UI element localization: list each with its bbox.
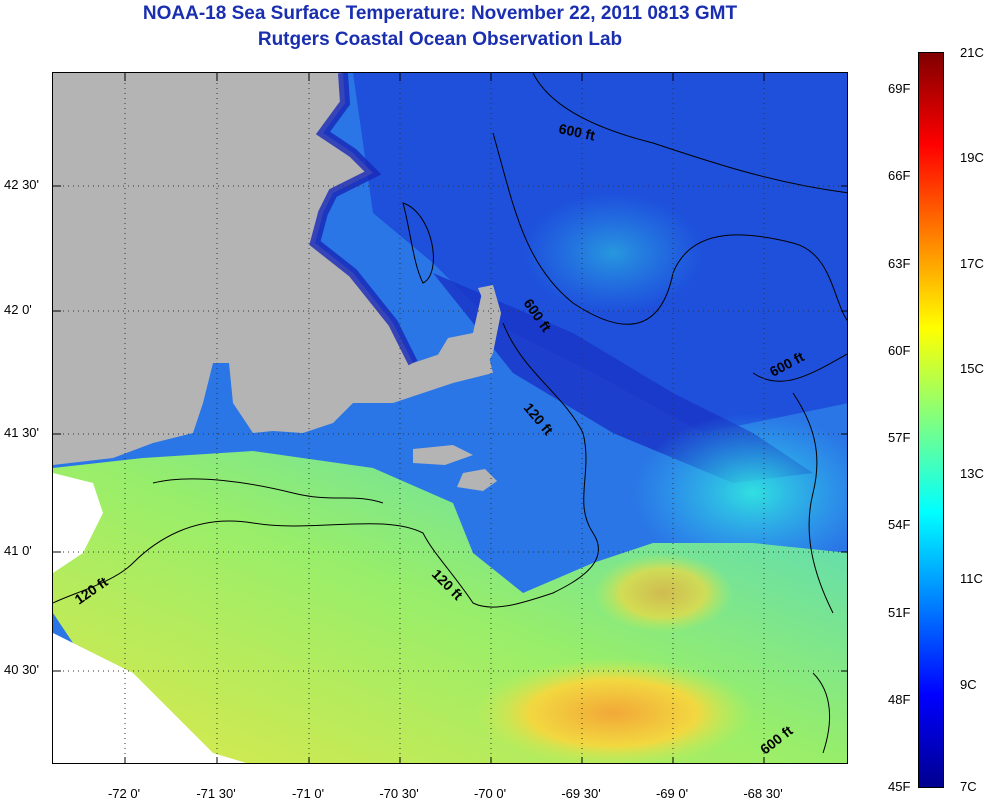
lat-label: 42 30' (4, 177, 40, 192)
colorbar-label-f: 51F (888, 605, 911, 620)
lat-label: 40 30' (4, 662, 40, 677)
lon-label: -70 0' (473, 786, 507, 801)
colorbar-label-f: 66F (888, 168, 911, 183)
map-title: NOAA-18 Sea Surface Temperature: Novembe… (142, 3, 738, 24)
land-new-england (53, 73, 493, 465)
sst-map: 600 ft 600 ft 600 ft 120 ft 120 ft 120 f… (52, 72, 848, 764)
colorbar-label-f: 48F (888, 692, 911, 707)
colorbar-label-c: 19C (960, 150, 984, 165)
colorbar-label-c: 17C (960, 256, 984, 271)
lat-label: 41 30' (4, 425, 40, 440)
colorbar-label-f: 63F (888, 256, 911, 271)
colorbar-label-c: 13C (960, 466, 984, 481)
no-data-long-island (53, 473, 103, 573)
land-marthas-vineyard (413, 445, 473, 465)
colorbar-label-c: 7C (960, 779, 977, 794)
lon-label: -69 0' (655, 786, 689, 801)
land-cape-cod (413, 285, 501, 385)
colorbar-label-f: 57F (888, 430, 911, 445)
colorbar-label-f: 54F (888, 517, 911, 532)
lon-label: -71 0' (291, 786, 325, 801)
lon-label: -72 0' (107, 786, 141, 801)
warm-core-east (593, 553, 733, 633)
cyan-patch-north (523, 193, 703, 313)
no-data-region (53, 633, 247, 763)
lon-label: -69 30' (561, 786, 601, 801)
lon-label: -68 30' (743, 786, 783, 801)
colorbar-label-c: 9C (960, 677, 977, 692)
colorbar-label-c: 11C (960, 571, 983, 586)
sst-map-graphic: 600 ft 600 ft 600 ft 120 ft 120 ft 120 f… (53, 73, 847, 763)
bathymetry-contours (53, 73, 847, 754)
contour-label-600ft-north: 600 ft (557, 120, 596, 143)
colorbar-label-f: 45F (888, 779, 911, 794)
colorbar-label-f: 60F (888, 343, 911, 358)
coastal-fringe (309, 73, 418, 366)
lat-label: 41 0' (4, 543, 32, 558)
colorbar-label-c: 21C (960, 45, 984, 60)
frame-ticks (53, 73, 847, 763)
colorbar-label-f: 69F (888, 81, 911, 96)
warm-core-south (473, 658, 753, 763)
lon-label: -70 30' (379, 786, 419, 801)
colorbar-label-c: 15C (960, 361, 984, 376)
map-subtitle: Rutgers Coastal Ocean Observation Lab (257, 29, 623, 50)
temperature-colorbar (918, 52, 944, 788)
cyan-patch (633, 413, 847, 573)
lat-label: 42 0' (4, 302, 32, 317)
lon-label: -71 30' (196, 786, 236, 801)
graticule (53, 73, 847, 763)
land-nantucket (457, 469, 497, 491)
